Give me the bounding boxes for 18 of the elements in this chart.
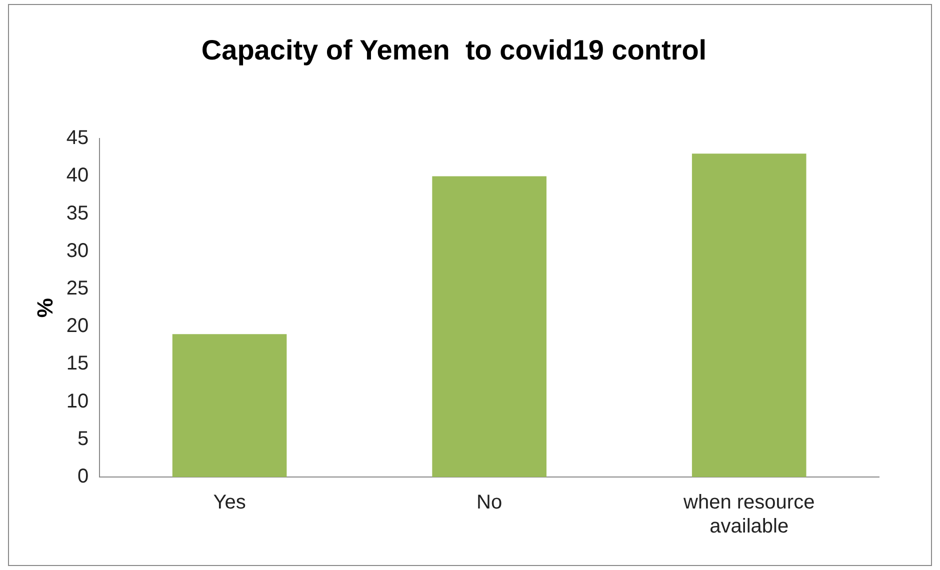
x-tick-label: No	[476, 492, 502, 514]
y-axis-title: %	[32, 298, 58, 318]
y-tick-label: 25	[66, 278, 89, 300]
y-tick-label: 35	[66, 202, 89, 224]
y-tick-label: 0	[78, 466, 89, 488]
y-tick-label: 40	[66, 164, 89, 187]
bar	[692, 154, 806, 477]
y-tick-label: 45	[66, 127, 89, 150]
y-tick-label: 20	[66, 315, 89, 338]
y-tick-label: 5	[78, 428, 89, 450]
x-tick-label: when resource available	[682, 492, 815, 538]
y-tick-label: 30	[66, 240, 89, 262]
chart-title: Capacity of Yemen to covid19 control	[201, 34, 707, 66]
y-tick-label: 10	[66, 390, 89, 412]
y-tick-label: 15	[66, 352, 89, 375]
x-tick-label: Yes	[213, 492, 246, 514]
bar	[432, 176, 546, 477]
bar	[172, 334, 287, 477]
